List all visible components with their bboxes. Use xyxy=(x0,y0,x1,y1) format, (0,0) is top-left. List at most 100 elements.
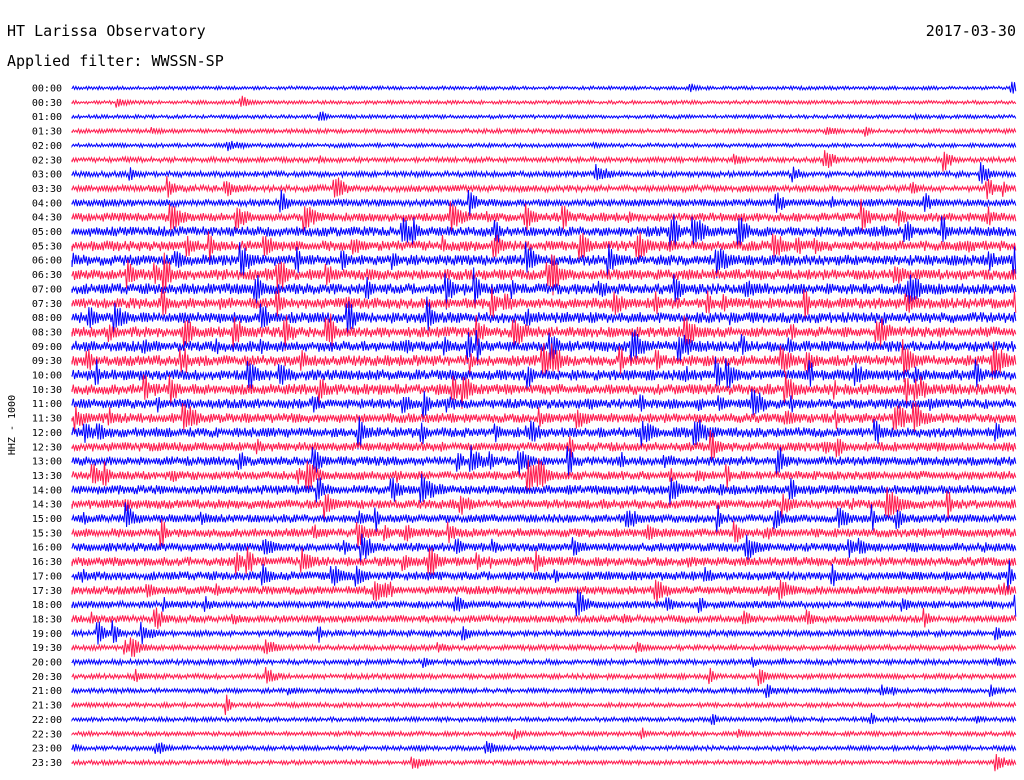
trace-0800 xyxy=(71,296,1017,337)
hour-label: 04:30 xyxy=(32,213,62,224)
hour-label: 02:00 xyxy=(32,141,62,152)
trace-1200 xyxy=(71,416,1017,450)
hour-label: 10:00 xyxy=(32,371,62,382)
trace-0700 xyxy=(71,267,1017,310)
trace-0130 xyxy=(71,126,1017,137)
trace-0100 xyxy=(71,111,1017,122)
hour-label: 20:00 xyxy=(32,658,62,669)
hour-label: 04:00 xyxy=(32,198,62,209)
trace-1000 xyxy=(71,356,1017,390)
hour-label: 10:30 xyxy=(32,385,62,396)
trace-0300 xyxy=(71,162,1017,184)
hour-label: 17:30 xyxy=(32,586,62,597)
hour-label: 06:00 xyxy=(32,256,62,267)
hour-label: 09:00 xyxy=(32,342,62,353)
hour-label: 19:00 xyxy=(32,629,62,640)
hour-label: 14:30 xyxy=(32,500,62,511)
hour-label: 12:30 xyxy=(32,442,62,453)
trace-2300 xyxy=(71,740,1017,754)
hour-label: 08:30 xyxy=(32,327,62,338)
trace-1830 xyxy=(71,607,1017,629)
trace-1400 xyxy=(71,473,1017,505)
trace-1800 xyxy=(71,589,1017,617)
hour-label: 22:00 xyxy=(32,715,62,726)
trace-1730 xyxy=(71,579,1017,604)
trace-0500 xyxy=(71,214,1017,248)
trace-0030 xyxy=(71,95,1017,108)
trace-2330 xyxy=(71,754,1017,772)
trace-0430 xyxy=(71,198,1017,234)
hour-label: 18:00 xyxy=(32,600,62,611)
trace-1600 xyxy=(71,533,1017,563)
trace-1130 xyxy=(71,401,1017,433)
hour-label: 00:30 xyxy=(32,98,62,109)
hour-label: 16:30 xyxy=(32,557,62,568)
hour-label: 18:30 xyxy=(32,614,62,625)
filter-label: Applied filter: WWSSN-SP xyxy=(7,52,224,70)
hour-label: 03:30 xyxy=(32,184,62,195)
hour-label: 05:30 xyxy=(32,241,62,252)
hour-label: 01:30 xyxy=(32,127,62,138)
hour-label: 13:00 xyxy=(32,457,62,468)
trace-0930 xyxy=(71,339,1017,383)
hour-label: 17:00 xyxy=(32,571,62,582)
hour-label: 13:30 xyxy=(32,471,62,482)
trace-2100 xyxy=(71,684,1017,698)
trace-1630 xyxy=(71,546,1017,576)
hour-label: 15:00 xyxy=(32,514,62,525)
hour-label: 07:30 xyxy=(32,299,62,310)
trace-1700 xyxy=(71,560,1017,591)
hour-label: 21:00 xyxy=(32,686,62,697)
hour-label: 14:00 xyxy=(32,485,62,496)
trace-2130 xyxy=(71,694,1017,716)
station-title: HT Larissa Observatory xyxy=(7,22,206,40)
trace-1930 xyxy=(71,637,1017,657)
trace-0200 xyxy=(71,140,1017,152)
trace-2030 xyxy=(71,667,1017,687)
hour-label: 19:30 xyxy=(32,643,62,654)
date-label: 2017-03-30 xyxy=(926,22,1016,40)
trace-2000 xyxy=(71,656,1017,668)
trace-0730 xyxy=(71,287,1017,322)
trace-1500 xyxy=(71,502,1017,533)
hour-label: 23:30 xyxy=(32,758,62,769)
trace-1330 xyxy=(71,458,1017,494)
hour-label: 02:30 xyxy=(32,155,62,166)
trace-0000 xyxy=(71,81,1017,94)
trace-1230 xyxy=(71,429,1017,461)
hour-label: 21:30 xyxy=(32,701,62,712)
hour-label: 12:00 xyxy=(32,428,62,439)
hour-label: 16:00 xyxy=(32,543,62,554)
hour-label: 11:00 xyxy=(32,399,62,410)
trace-0400 xyxy=(71,189,1017,216)
trace-0330 xyxy=(71,175,1017,200)
trace-0630 xyxy=(71,252,1017,296)
trace-0600 xyxy=(71,242,1017,279)
hour-label: 11:30 xyxy=(32,414,62,425)
hour-label: 03:00 xyxy=(32,170,62,181)
trace-0830 xyxy=(71,313,1017,351)
hour-label: 23:00 xyxy=(32,744,62,755)
trace-1530 xyxy=(71,519,1017,550)
trace-2230 xyxy=(71,727,1017,741)
trace-1430 xyxy=(71,487,1017,521)
trace-2200 xyxy=(71,712,1017,725)
trace-1030 xyxy=(71,371,1017,409)
trace-1300 xyxy=(71,445,1017,479)
channel-axis-label: HHZ - 1000 xyxy=(7,395,18,455)
trace-1900 xyxy=(71,620,1017,645)
hour-label: 05:00 xyxy=(32,227,62,238)
trace-1100 xyxy=(71,388,1017,423)
hour-label: 15:30 xyxy=(32,528,62,539)
hour-label: 22:30 xyxy=(32,729,62,740)
hour-label: 01:00 xyxy=(32,112,62,123)
trace-0230 xyxy=(71,150,1017,172)
hour-label: 09:30 xyxy=(32,356,62,367)
hour-label: 00:00 xyxy=(32,84,62,95)
hour-label: 06:30 xyxy=(32,270,62,281)
hour-label: 08:00 xyxy=(32,313,62,324)
hour-label: 07:00 xyxy=(32,284,62,295)
trace-0530 xyxy=(71,231,1017,264)
hour-label: 20:30 xyxy=(32,672,62,683)
